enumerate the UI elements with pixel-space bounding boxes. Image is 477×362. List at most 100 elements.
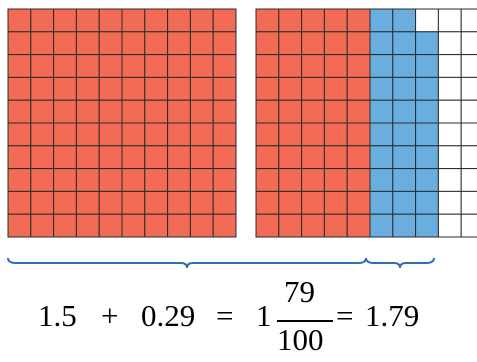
grid-cell	[189, 76, 214, 101]
grid-cell	[346, 8, 371, 33]
grid-cell	[346, 213, 371, 238]
grid-cell	[255, 31, 280, 56]
grid-cell	[75, 54, 100, 78]
grid-cell	[98, 76, 123, 101]
grid-cell	[415, 99, 439, 124]
grid-cell	[301, 168, 325, 192]
grid-cell	[369, 8, 394, 33]
grid-cell	[98, 213, 123, 238]
grid-cell	[369, 168, 394, 192]
grid-cell	[392, 213, 417, 238]
grid-cell	[255, 76, 280, 101]
grid-cell	[346, 76, 371, 101]
grid-cell	[323, 190, 348, 215]
grid-cell	[144, 168, 169, 192]
grid-cell	[460, 31, 477, 56]
grid-cell	[415, 122, 439, 147]
grid-cell	[369, 190, 394, 215]
grid-cell	[53, 168, 77, 192]
grid-cell	[53, 190, 77, 215]
grid-cell	[53, 54, 77, 78]
grid-cell	[392, 76, 417, 101]
grid-cell	[437, 31, 462, 56]
grid-cell	[437, 213, 462, 238]
grid-cell	[212, 99, 237, 124]
brace-one-and-a-half	[7, 257, 367, 269]
grid-cell	[7, 213, 32, 238]
grid-cell	[415, 168, 439, 192]
grid-cell	[53, 122, 77, 147]
grid-cell	[75, 99, 100, 124]
grid-cell	[144, 99, 169, 124]
grid-cell	[369, 213, 394, 238]
grid-cell	[460, 213, 477, 238]
grid-cell	[98, 145, 123, 170]
grid-cell	[7, 99, 32, 124]
grid-cell	[369, 145, 394, 170]
numerator: 79	[284, 274, 315, 309]
grid-cell	[301, 190, 325, 215]
grid-cell	[437, 190, 462, 215]
grid-cell	[460, 168, 477, 192]
grid-cell	[98, 99, 123, 124]
grid-cell	[121, 168, 146, 192]
grid-cell	[460, 122, 477, 147]
grid-cell	[392, 168, 417, 192]
grid-cell	[415, 190, 439, 215]
equals-sign-2: =	[336, 298, 354, 333]
grid-cell	[255, 145, 280, 170]
grid-cell	[7, 76, 32, 101]
grid-cell	[415, 145, 439, 170]
grid-cell	[392, 122, 417, 147]
grid-cell	[121, 99, 146, 124]
grid-cell	[121, 54, 146, 78]
grid-cell	[460, 76, 477, 101]
grid-cell	[189, 31, 214, 56]
grid-cell	[392, 99, 417, 124]
grid-cell	[346, 122, 371, 147]
grid-cell	[323, 122, 348, 147]
grid-cell	[301, 54, 325, 78]
grid-cell	[53, 76, 77, 101]
grid-cell	[121, 190, 146, 215]
grid-cell	[301, 122, 325, 147]
grid-cell	[437, 76, 462, 101]
grid-cell	[460, 145, 477, 170]
grid-cell	[437, 99, 462, 124]
grid-cell	[278, 122, 303, 147]
grid-cell	[301, 76, 325, 101]
grid-cell	[255, 122, 280, 147]
grid-cell	[121, 122, 146, 147]
grid-cell	[346, 168, 371, 192]
grid-cell	[323, 145, 348, 170]
grid-cell	[7, 168, 32, 192]
grid-cell	[167, 54, 191, 78]
whole-number: 1	[256, 298, 272, 333]
grid-cell	[255, 168, 280, 192]
grid-cell	[167, 31, 191, 56]
grid-cell	[278, 145, 303, 170]
grid-cell	[301, 145, 325, 170]
grid-cell	[415, 31, 439, 56]
grid-cell	[369, 122, 394, 147]
grid-cell	[323, 31, 348, 56]
grid-cell	[121, 8, 146, 33]
term-1: 1.5	[38, 298, 77, 333]
equals-sign-1: =	[216, 298, 234, 333]
grid-cell	[75, 145, 100, 170]
grid-cell	[75, 122, 100, 147]
brace-twenty-nine-hundredths	[365, 257, 435, 269]
grid-cell	[75, 213, 100, 238]
grid-cell	[189, 99, 214, 124]
grid-cell	[7, 54, 32, 78]
grid-cell	[346, 31, 371, 56]
grid-cell	[255, 99, 280, 124]
grid-cell	[98, 168, 123, 192]
second-hundred-grid	[255, 8, 477, 238]
grid-cell	[369, 54, 394, 78]
grid-cell	[144, 213, 169, 238]
grid-cell	[392, 54, 417, 78]
grid-cell	[189, 213, 214, 238]
grid-cell	[460, 8, 477, 33]
grid-cell	[98, 31, 123, 56]
